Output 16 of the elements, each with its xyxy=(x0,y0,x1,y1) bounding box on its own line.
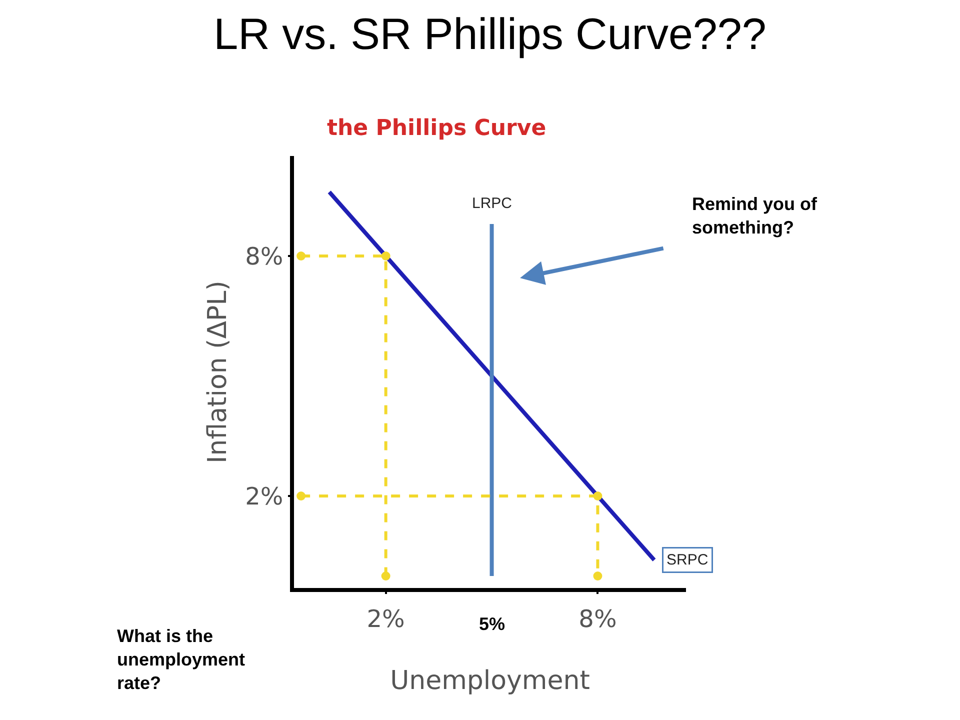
series-label: SRPC xyxy=(666,552,708,568)
point xyxy=(593,492,602,500)
point xyxy=(381,252,390,260)
y-axis-title: Inflation (ΔPL) xyxy=(203,280,234,464)
point xyxy=(381,572,390,580)
chart-subtitle: the Phillips Curve xyxy=(327,116,546,141)
line-series xyxy=(327,190,656,562)
point xyxy=(296,252,306,260)
x-axis-title: Unemployment xyxy=(390,666,590,696)
point xyxy=(296,492,306,500)
text: Remind you of something? xyxy=(692,194,818,238)
point xyxy=(593,572,602,580)
text: 5% xyxy=(479,614,506,634)
text: What is the unemployment rate? xyxy=(117,626,246,693)
series-label: LRPC xyxy=(472,195,512,212)
chart-title: LR vs. SR Phillips Curve??? xyxy=(214,10,766,59)
